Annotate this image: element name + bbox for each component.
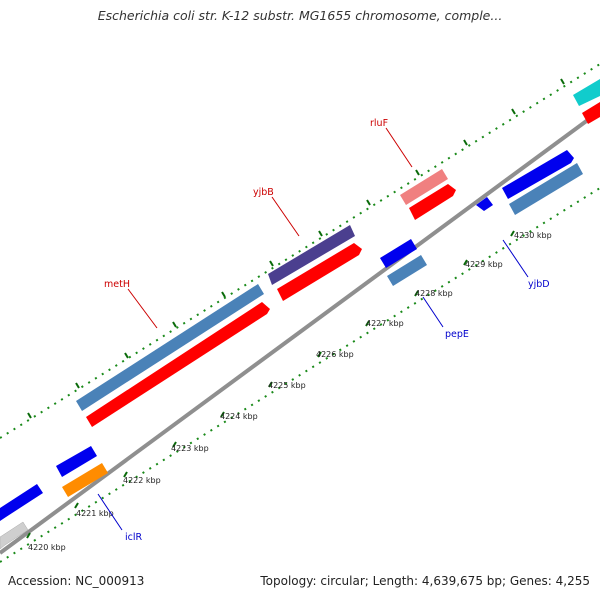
major-ticks [26,230,515,539]
leader-lines [97,127,529,531]
scale-label: 4222 kbp [123,476,161,485]
scale-label: 4226 kbp [316,350,354,359]
gene-red-yjbB-feature[interactable] [277,243,362,301]
gene-yjbD-blue-feature[interactable] [502,150,574,199]
gene-label-pepE[interactable]: pepE [445,329,469,340]
gene-yjbB-feature[interactable] [268,225,355,285]
chromosome-backbone [0,109,600,555]
scale-label: 4224 kbp [220,412,258,421]
gene-labels: rluF yjbB metH pepE yjbD iclR [104,118,550,543]
map-title: Escherichia coli str. K-12 substr. MG165… [97,8,503,23]
gene-label-iclR[interactable]: iclR [125,532,143,543]
scale-label: 4220 kbp [28,543,66,552]
scale-label: 4225 kbp [268,381,306,390]
gene-blue-left-feature[interactable] [0,484,43,521]
gene-label-rluF[interactable]: rluF [370,118,388,129]
gene-pepE-blue-feature[interactable] [380,239,417,268]
scale-label: 4230 kbp [514,231,552,240]
scale-label: 4223 kbp [171,444,209,453]
inner-tick-line [0,187,600,563]
gene-red-metH-feature[interactable] [86,302,270,427]
feature-group [0,79,600,550]
accession-text: Accession: NC_000913 [8,574,145,588]
scale-label: 4227 kbp [366,319,404,328]
outer-major-ticks [27,78,565,419]
gene-red-top-feature[interactable] [582,102,600,124]
gene-label-yjbD[interactable]: yjbD [528,279,550,290]
scale-label: 4229 kbp [465,260,503,269]
gene-orange-feature[interactable] [62,463,108,497]
scale-labels: 4220 kbp 4221 kbp 4222 kbp 4223 kbp 4224… [28,231,552,552]
gene-yjbD-feature[interactable] [509,163,583,215]
topology-summary: Topology: circular; Length: 4,639,675 bp… [260,574,590,588]
outer-tick-line [0,63,600,439]
scale-label: 4221 kbp [76,509,114,518]
gene-pepE-feature[interactable] [387,255,427,286]
gene-cyan-feature[interactable] [573,79,600,106]
gene-small-blue-feature[interactable] [476,197,493,211]
gene-iclR-feature[interactable] [56,446,97,477]
scale-label: 4228 kbp [415,289,453,298]
gene-rluF-feature[interactable] [400,169,448,205]
gene-gray-feature[interactable] [0,521,29,550]
gene-red-rluF-feature[interactable] [409,184,456,220]
gene-label-metH[interactable]: metH [104,279,130,290]
gene-label-yjbB[interactable]: yjbB [253,187,274,198]
gene-metH-feature[interactable] [76,284,264,411]
